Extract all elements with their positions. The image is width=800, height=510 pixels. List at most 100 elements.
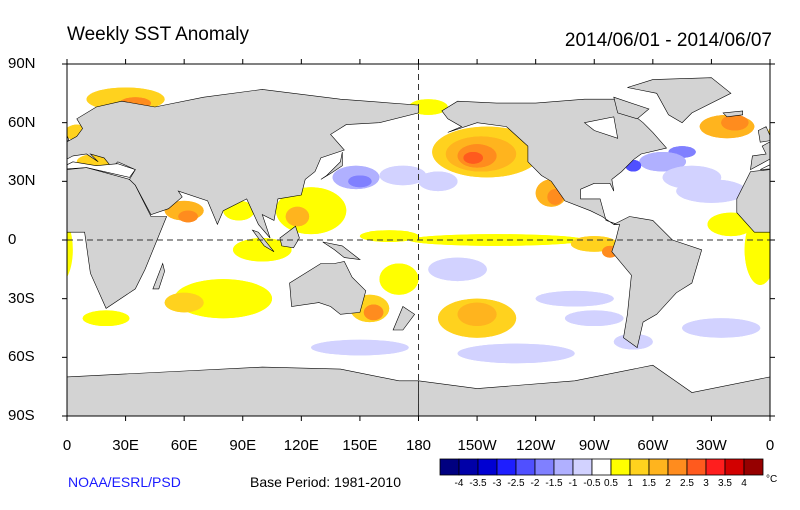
lon-label: 0: [62, 437, 72, 454]
anomaly-region: [67, 222, 73, 278]
colorbar-swatch: [477, 458, 498, 476]
colorbar-swatch: [572, 458, 593, 476]
anomaly-region: [463, 152, 483, 164]
colorbar-swatch: [743, 458, 764, 476]
land-borneo: [279, 225, 300, 249]
lon-label: 30E: [112, 437, 139, 454]
anomaly-region: [379, 263, 419, 295]
lon-label: 180: [405, 437, 432, 454]
colorbar-swatch: [496, 458, 517, 476]
colorbar-label: -3.5: [469, 478, 487, 489]
lon-label: 90W: [578, 437, 610, 454]
anomaly-region: [82, 310, 130, 327]
anomaly-region: [418, 171, 458, 192]
anomaly-region: [639, 152, 687, 172]
date-range: 2014/06/01 - 2014/06/07: [564, 30, 772, 51]
lon-label: 120E: [283, 437, 319, 454]
land-greenland: [627, 77, 732, 124]
colorbar-label: 3: [703, 478, 709, 489]
lon-label: 90E: [229, 437, 257, 454]
colorbar-label: 1: [627, 478, 633, 489]
land-newzealand: [392, 306, 416, 331]
anomaly-region: [164, 292, 204, 313]
colorbar-label: 0.5: [604, 478, 618, 489]
colorbar-swatch: [553, 458, 574, 476]
colorbar-label: -3: [492, 478, 502, 489]
anomaly-region: [790, 87, 800, 110]
anomaly-region: [780, 154, 800, 170]
water-hudson-bay: [583, 116, 619, 139]
land-japan: [320, 151, 343, 180]
base-period-label: Base Period: 1981-2010: [250, 474, 401, 490]
lat-label: 30S: [8, 289, 35, 307]
anomaly-region: [547, 189, 564, 205]
anomaly-region: [0, 318, 57, 338]
colorbar-swatch: [610, 458, 631, 476]
lat-label: 60S: [8, 348, 35, 366]
anomaly-region: [311, 339, 409, 356]
colorbar-swatch: [534, 458, 555, 476]
land-africa: [67, 167, 168, 309]
lon-label: 30W: [695, 437, 727, 454]
colorbar-label: -1: [568, 478, 578, 489]
anomaly-region: [457, 343, 575, 364]
lat-label: 0: [8, 231, 17, 248]
lon-label: 120W: [516, 437, 556, 454]
anomaly-region: [535, 290, 614, 307]
anomaly-region: [682, 318, 761, 338]
colorbar-label: 1.5: [642, 478, 656, 489]
colorbar-label: -1.5: [545, 478, 563, 489]
colorbar-label: -2.5: [507, 478, 525, 489]
anomaly-region: [564, 310, 624, 327]
lon-label: 0: [765, 437, 775, 454]
colorbar-swatch: [724, 458, 745, 476]
lon-label: 60W: [637, 437, 669, 454]
land-eurasia: [750, 141, 770, 171]
land-samerica: [611, 216, 703, 349]
water-mediterranean: [760, 164, 770, 170]
lon-label: 150E: [342, 437, 378, 454]
anomaly-region: [721, 114, 749, 131]
colorbar-swatch: [515, 458, 536, 476]
land-iceland: [722, 110, 743, 118]
anomaly-region: [285, 206, 310, 227]
anomaly-region: [379, 165, 427, 186]
anomaly-region: [428, 257, 487, 282]
land-uk: [757, 126, 770, 143]
colorbar-label: 2: [665, 478, 671, 489]
colorbar-unit: °C: [766, 474, 778, 485]
anomaly-region: [363, 304, 384, 321]
colorbar-swatch: [591, 458, 612, 476]
anomaly-region: [768, 128, 770, 137]
colorbar-swatch: [686, 458, 707, 476]
water-mediterranean: [67, 161, 136, 178]
anomaly-region: [457, 302, 497, 327]
land-antarctica: [418, 364, 770, 416]
lon-label: 60E: [170, 437, 198, 454]
anomaly-region: [359, 230, 419, 242]
colorbar-swatch: [648, 458, 669, 476]
colorbar-label: 2.5: [680, 478, 694, 489]
anomaly-region: [786, 310, 800, 326]
anomaly-region: [178, 210, 198, 223]
land-sumatra: [251, 229, 275, 252]
land-madagascar: [152, 262, 165, 290]
lat-label: 60N: [8, 113, 36, 131]
anomaly-region: [676, 179, 747, 203]
colorbar-swatch: [629, 458, 650, 476]
colorbar-label: -4: [454, 478, 464, 489]
lat-label: 90N: [8, 55, 36, 72]
colorbar-swatch: [667, 458, 688, 476]
land-newguinea: [322, 241, 361, 261]
lon-label: 150W: [457, 437, 497, 454]
colorbar-label: 4: [741, 478, 747, 489]
colorbar-label: -2: [530, 478, 540, 489]
anomaly-region: [408, 234, 585, 246]
map-title: Weekly SST Anomaly: [67, 24, 249, 45]
colorbar-swatch: [439, 458, 460, 476]
anomaly-region: [348, 175, 372, 188]
land-eurasia: [67, 89, 419, 239]
land-antarctica: [67, 366, 419, 416]
land-africa: [736, 169, 770, 233]
